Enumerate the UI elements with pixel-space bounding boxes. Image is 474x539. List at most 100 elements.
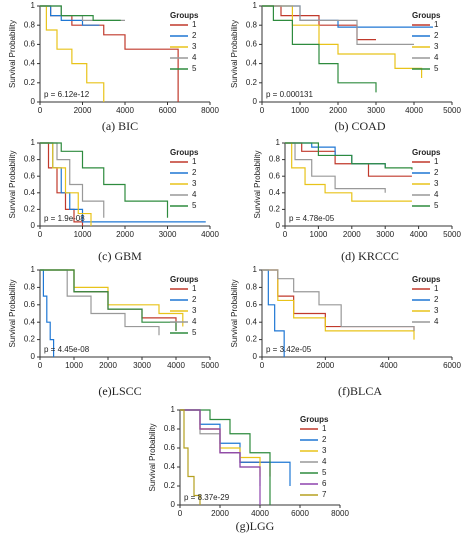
y-tick-label: 1 xyxy=(253,265,258,274)
p-value: p = 4.45e-08 xyxy=(44,345,90,354)
survival-curve xyxy=(262,269,415,331)
legend-title: Groups xyxy=(170,148,199,157)
x-tick-label: 0 xyxy=(260,361,265,370)
x-tick-label: 4000 xyxy=(201,230,219,239)
x-tick-label: 8000 xyxy=(331,509,349,518)
y-tick-label: 0.4 xyxy=(24,317,36,326)
legend-label: 4 xyxy=(192,53,197,62)
survival-curve xyxy=(262,269,285,357)
legend-label: 3 xyxy=(192,179,197,188)
legend-label: 1 xyxy=(192,20,197,29)
x-tick-label: 6000 xyxy=(291,509,309,518)
p-value: p = 4.78e-05 xyxy=(289,214,335,223)
y-axis-label: Survival Probability xyxy=(148,423,157,491)
survival-curve xyxy=(180,409,261,505)
y-tick-label: 0 xyxy=(171,500,176,509)
p-value: p = 6.12e-12 xyxy=(44,90,90,99)
y-tick-label: 0.2 xyxy=(24,205,36,214)
legend-title: Groups xyxy=(412,11,441,20)
legend-label: 3 xyxy=(434,179,439,188)
legend-label: 4 xyxy=(434,317,439,326)
legend-label: 7 xyxy=(322,490,327,499)
y-tick-label: 0 xyxy=(31,97,36,106)
legend-title: Groups xyxy=(412,148,441,157)
legend-label: 1 xyxy=(192,284,197,293)
y-tick-label: 0.6 xyxy=(24,300,36,309)
x-tick-label: 4000 xyxy=(251,509,269,518)
legend-label: 5 xyxy=(434,201,439,210)
p-value: p = 8.37e-29 xyxy=(184,493,230,502)
y-tick-label: 0.2 xyxy=(246,335,258,344)
y-tick-label: 0.8 xyxy=(246,20,258,29)
y-tick-label: 0.2 xyxy=(164,481,176,490)
caption: (d) KRCCC xyxy=(341,249,399,263)
y-tick-label: 0.6 xyxy=(246,300,258,309)
y-axis-label: Survival Probability xyxy=(8,279,17,347)
y-tick-label: 0.4 xyxy=(24,188,36,197)
survival-curve xyxy=(40,5,121,21)
y-tick-label: 1 xyxy=(31,138,36,147)
survival-curve xyxy=(285,142,413,170)
y-tick-label: 0.8 xyxy=(164,424,176,433)
caption: (c) GBM xyxy=(98,249,142,263)
legend-label: 2 xyxy=(192,31,197,40)
y-tick-label: 0.8 xyxy=(24,283,36,292)
y-tick-label: 1 xyxy=(253,1,258,10)
x-tick-label: 2000 xyxy=(329,106,347,115)
survival-curve xyxy=(40,142,92,226)
legend-label: 2 xyxy=(192,168,197,177)
y-tick-label: 1 xyxy=(276,138,281,147)
x-tick-label: 0 xyxy=(38,361,43,370)
survival-curve xyxy=(285,142,386,193)
caption: (g)LGG xyxy=(236,519,275,533)
legend-label: 3 xyxy=(322,446,327,455)
legend-label: 2 xyxy=(434,168,439,177)
legend-label: 2 xyxy=(434,31,439,40)
y-tick-label: 0.6 xyxy=(24,40,36,49)
legend-label: 1 xyxy=(192,157,197,166)
legend-label: 4 xyxy=(192,317,197,326)
y-tick-label: 0.8 xyxy=(269,155,281,164)
y-axis-label: Survival Probability xyxy=(253,150,262,218)
y-tick-label: 0.2 xyxy=(269,205,281,214)
x-tick-label: 3000 xyxy=(367,106,385,115)
legend-label: 2 xyxy=(322,435,327,444)
survival-curve xyxy=(262,269,415,340)
x-tick-label: 4000 xyxy=(405,106,423,115)
x-tick-label: 1000 xyxy=(74,230,92,239)
legend-title: Groups xyxy=(170,275,199,284)
legend-label: 4 xyxy=(322,457,327,466)
survival-curve xyxy=(40,142,169,218)
legend-label: 1 xyxy=(434,284,439,293)
legend-label: 4 xyxy=(192,190,197,199)
x-tick-label: 0 xyxy=(260,106,265,115)
survival-curve xyxy=(262,5,414,45)
y-tick-label: 0.8 xyxy=(24,20,36,29)
legend-label: 1 xyxy=(434,157,439,166)
x-tick-label: 3000 xyxy=(133,361,151,370)
x-tick-label: 2000 xyxy=(74,106,92,115)
x-tick-label: 5000 xyxy=(201,361,219,370)
y-tick-label: 0.4 xyxy=(164,462,176,471)
legend-label: 3 xyxy=(192,42,197,51)
y-tick-label: 1 xyxy=(171,405,176,414)
caption: (a) BIC xyxy=(102,119,138,133)
y-tick-label: 0.4 xyxy=(246,59,258,68)
y-tick-label: 0.6 xyxy=(269,171,281,180)
x-tick-label: 4000 xyxy=(380,361,398,370)
y-axis-label: Survival Probability xyxy=(230,279,239,347)
x-tick-label: 0 xyxy=(283,230,288,239)
legend-label: 6 xyxy=(322,479,327,488)
x-tick-label: 0 xyxy=(38,230,43,239)
legend-label: 5 xyxy=(434,64,439,73)
x-tick-label: 6000 xyxy=(159,106,177,115)
legend-label: 4 xyxy=(434,190,439,199)
x-tick-label: 1000 xyxy=(65,361,83,370)
caption: (f)BLCA xyxy=(338,384,382,398)
legend-label: 2 xyxy=(434,295,439,304)
x-tick-label: 3000 xyxy=(159,230,177,239)
p-value: p = 0.000131 xyxy=(266,90,313,99)
p-value: p = 1.9e-08 xyxy=(44,214,85,223)
legend-label: 3 xyxy=(434,42,439,51)
legend-label: 4 xyxy=(434,53,439,62)
